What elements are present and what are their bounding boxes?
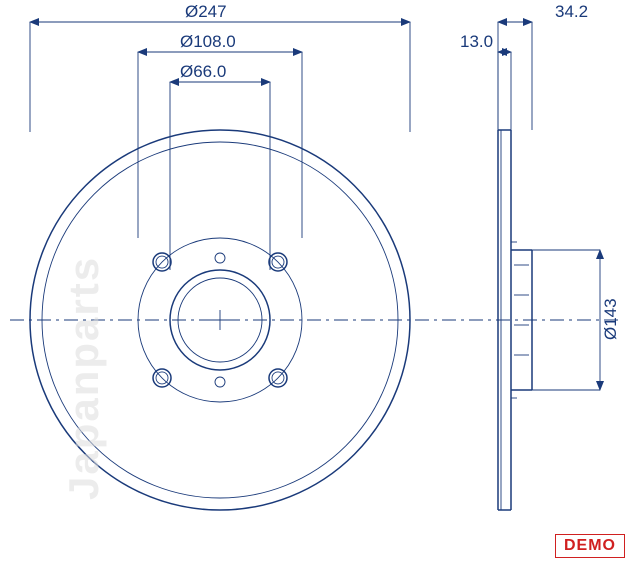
svg-text:13.0: 13.0 <box>460 32 493 51</box>
svg-text:34.2: 34.2 <box>555 2 588 21</box>
svg-text:Ø108.0: Ø108.0 <box>180 32 236 51</box>
demo-badge: DEMO <box>555 534 625 558</box>
svg-text:Ø66.0: Ø66.0 <box>180 62 226 81</box>
svg-text:Ø247: Ø247 <box>185 2 227 21</box>
drawing-canvas: Ø247 Ø108.0 Ø66.0 34.2 13.0 Ø143 <box>0 0 640 568</box>
svg-text:Ø143: Ø143 <box>601 298 620 340</box>
